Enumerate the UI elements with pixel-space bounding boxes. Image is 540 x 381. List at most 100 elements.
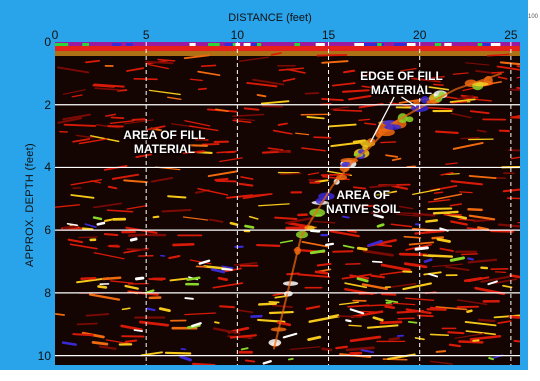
radar-reflection — [92, 84, 115, 88]
annotation-line: NATIVE SOIL — [325, 201, 401, 216]
radar-reflection — [105, 339, 131, 345]
radar-reflection — [256, 93, 267, 98]
radar-reflection — [321, 60, 349, 64]
radar-reflection — [366, 303, 393, 307]
radar-reflection — [456, 95, 474, 100]
y-tick-label: 10 — [37, 348, 51, 363]
surface-band — [55, 42, 520, 46]
radar-reflection — [229, 221, 239, 226]
radar-reflection — [225, 194, 254, 199]
radar-reflection — [268, 310, 294, 315]
radar-reflection — [464, 321, 497, 327]
chart-annotation: EDGE OF FILL MATERIAL — [360, 69, 443, 97]
radar-reflection — [402, 282, 432, 291]
corner-scale-label: 100 — [528, 14, 539, 20]
radar-reflection — [208, 218, 224, 223]
fill-edge-reflector — [384, 124, 402, 130]
radar-reflection — [123, 119, 154, 125]
radar-reflection — [348, 94, 372, 101]
radar-reflection — [433, 193, 463, 201]
radar-reflection — [272, 129, 293, 135]
radar-reflection — [213, 327, 241, 335]
radar-reflection — [167, 96, 182, 100]
radar-reflection — [97, 285, 108, 289]
radar-reflection — [248, 215, 259, 220]
radar-reflection — [184, 120, 211, 127]
radar-reflection — [109, 120, 135, 125]
radar-reflection — [56, 66, 90, 74]
radar-reflection — [168, 254, 181, 260]
radar-reflection — [358, 292, 378, 295]
radar-reflection — [425, 219, 438, 223]
radar-reflection — [440, 171, 454, 176]
radar-reflection — [477, 318, 496, 323]
radar-reflection — [422, 254, 434, 258]
radar-reflection — [494, 271, 507, 273]
radar-reflection — [349, 308, 365, 315]
radar-reflection — [72, 138, 91, 143]
radar-reflection — [502, 188, 520, 193]
radar-reflection — [469, 334, 502, 341]
radar-reflection — [513, 339, 520, 343]
radar-reflection — [385, 299, 399, 303]
radar-reflection — [431, 263, 463, 268]
radar-reflection — [124, 339, 138, 343]
radar-reflection — [81, 227, 94, 231]
radar-reflection — [207, 170, 238, 178]
radar-reflection — [124, 284, 139, 290]
radar-reflection — [450, 180, 483, 186]
radar-reflection — [509, 88, 520, 91]
radar-reflection — [412, 212, 436, 217]
radar-reflection — [435, 350, 447, 353]
surface-speckle — [434, 43, 442, 46]
radar-reflection — [327, 123, 357, 128]
radar-reflection — [278, 150, 292, 154]
radar-reflection — [78, 138, 108, 145]
radar-reflection — [320, 173, 351, 177]
radar-reflection — [450, 112, 472, 119]
radar-reflection — [412, 188, 441, 196]
radar-reflection — [244, 224, 255, 229]
radar-reflection — [126, 67, 145, 72]
radar-reflection — [337, 315, 362, 318]
radar-reflection — [427, 106, 454, 111]
radar-reflection — [497, 223, 520, 228]
radar-reflection — [252, 78, 285, 86]
radar-reflection — [356, 277, 369, 283]
radar-reflection — [70, 178, 102, 186]
radar-reflection — [304, 92, 320, 95]
x-tick-label: 0 — [51, 28, 59, 42]
radar-reflection — [387, 282, 417, 289]
surface-speckle — [112, 43, 122, 46]
y-tick-label: 4 — [44, 160, 51, 175]
radar-reflection — [376, 223, 385, 228]
radar-reflection — [67, 238, 84, 244]
radar-reflection — [92, 216, 103, 221]
radar-reflection — [506, 197, 520, 200]
radar-reflection — [369, 184, 397, 189]
radar-reflection — [85, 313, 110, 317]
radar-reflection — [278, 67, 304, 71]
radar-reflection — [110, 116, 125, 119]
radar-reflection — [282, 332, 298, 339]
radar-reflection — [392, 211, 418, 215]
radar-reflection — [94, 87, 120, 91]
radar-reflection — [55, 204, 81, 208]
radar-reflection — [55, 313, 65, 316]
radar-reflection — [104, 218, 113, 223]
radar-reflection — [139, 320, 170, 327]
radar-reflection — [290, 346, 321, 351]
radar-reflection — [352, 139, 366, 143]
radar-reflection — [235, 308, 254, 314]
radar-reflection — [350, 310, 384, 319]
y-axis-title: APPROX. DEPTH (feet) — [24, 143, 36, 267]
radar-reflection — [396, 213, 422, 217]
radar-reflection — [219, 157, 243, 163]
radar-reflection — [197, 70, 221, 77]
radar-reflection — [449, 256, 465, 262]
radar-reflection — [308, 314, 340, 323]
fill-edge-line — [391, 106, 421, 125]
radar-reflection — [358, 118, 371, 121]
radar-reflection — [70, 194, 95, 199]
radar-reflection — [429, 306, 447, 311]
